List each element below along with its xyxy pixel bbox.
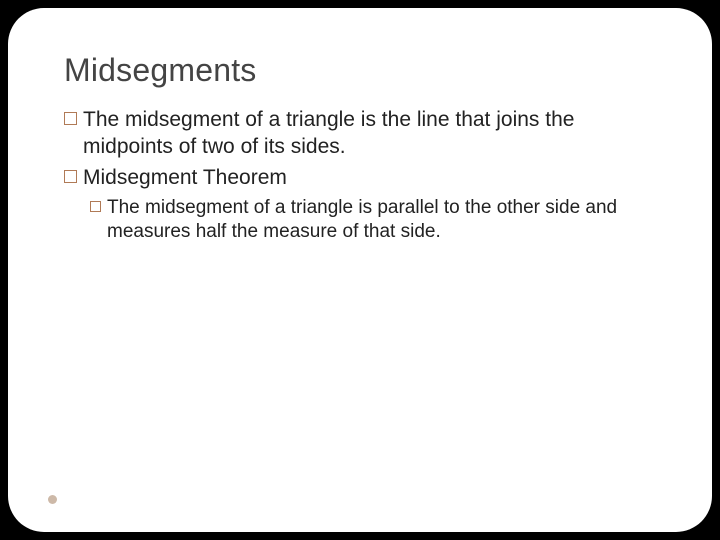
bullet-text: The midsegment of a triangle is parallel… — [107, 196, 656, 245]
slide-title: Midsegments — [64, 52, 656, 89]
square-bullet-icon — [64, 112, 77, 125]
bullet-subitem: The midsegment of a triangle is parallel… — [90, 196, 656, 245]
slide-card: Midsegments The midsegment of a triangle… — [8, 8, 712, 532]
footer-dot-icon — [48, 495, 57, 504]
bullet-item: The midsegment of a triangle is the line… — [64, 107, 656, 161]
bullet-item: Midsegment Theorem — [64, 165, 656, 192]
square-bullet-icon — [90, 201, 101, 212]
bullet-text: Midsegment Theorem — [83, 165, 656, 192]
bullet-text: The midsegment of a triangle is the line… — [83, 107, 656, 161]
square-bullet-icon — [64, 170, 77, 183]
